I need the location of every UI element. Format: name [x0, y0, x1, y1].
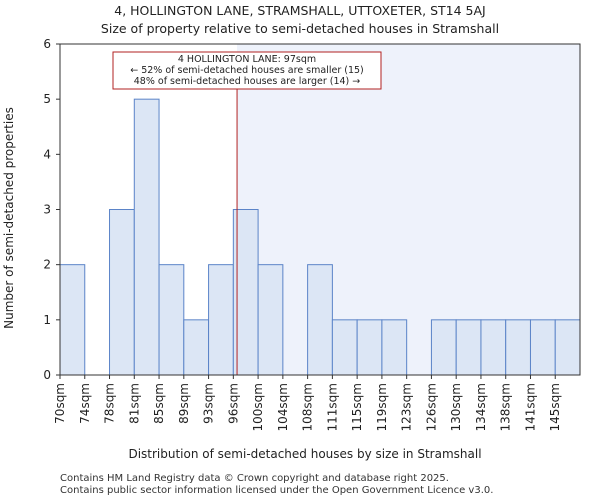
bar-81sqm: [133, 98, 160, 376]
bar-89sqm: [183, 319, 210, 376]
x-tick-label: 126sqm: [424, 383, 438, 431]
y-tick-label: 2: [43, 258, 51, 272]
bar-138sqm: [505, 319, 531, 376]
bar-93sqm: [208, 264, 234, 376]
bar-141sqm: [529, 319, 556, 376]
bar-119sqm: [381, 319, 408, 376]
y-axis-label: Number of semi-detached properties: [2, 107, 16, 329]
x-tick-label: 89sqm: [177, 383, 191, 424]
x-tick-label: 134sqm: [474, 383, 488, 431]
x-tick-label: 93sqm: [202, 383, 216, 424]
x-axis-label: Distribution of semi-detached houses by …: [128, 447, 481, 461]
x-tick-label: 141sqm: [523, 383, 537, 431]
y-tick-label: 6: [43, 37, 51, 51]
x-tick-label: 119sqm: [375, 383, 389, 431]
plot-area-frame: [59, 43, 581, 376]
property-annotation: 4 HOLLINGTON LANE: 97sqm ← 52% of semi-d…: [112, 51, 382, 90]
histogram-chart: 4, HOLLINGTON LANE, STRAMSHALL, UTTOXETE…: [2, 3, 581, 461]
x-tick-label: 74sqm: [78, 383, 92, 424]
x-tick-label: 100sqm: [251, 383, 265, 431]
x-tick-label: 70sqm: [53, 383, 67, 424]
bar-115sqm: [356, 319, 383, 376]
x-tick-label: 123sqm: [400, 383, 414, 431]
bar-78sqm: [109, 209, 135, 376]
x-tick-label: 81sqm: [127, 383, 141, 424]
y-tick-label: 1: [43, 313, 51, 327]
bar-100sqm: [257, 264, 284, 376]
chart-title-line1: 4, HOLLINGTON LANE, STRAMSHALL, UTTOXETE…: [114, 3, 486, 18]
bar-111sqm: [331, 319, 358, 376]
annotation-line3: 48% of semi-detached houses are larger (…: [134, 76, 361, 87]
x-tick-label: 145sqm: [548, 383, 562, 431]
footer-copyright: Contains HM Land Registry data © Crown c…: [60, 473, 449, 484]
y-tick-label: 0: [43, 368, 51, 382]
x-tick-label: 104sqm: [276, 383, 290, 431]
y-tick-label: 3: [43, 203, 51, 217]
x-tick-label: 111sqm: [325, 383, 339, 431]
annotation-box: [112, 51, 382, 90]
y-tick-label: 4: [43, 147, 51, 161]
bar-108sqm: [307, 264, 333, 376]
bar-85sqm: [158, 264, 185, 376]
y-tick-label: 5: [43, 92, 51, 106]
x-tick-label: 78sqm: [103, 383, 117, 424]
x-tick-label: 96sqm: [226, 383, 240, 424]
x-tick-label: 138sqm: [499, 383, 513, 431]
bar-145sqm: [554, 319, 581, 376]
bar-134sqm: [480, 319, 507, 376]
bar-130sqm: [455, 319, 482, 376]
annotation-line1: 4 HOLLINGTON LANE: 97sqm: [178, 54, 316, 65]
x-tick-label: 130sqm: [449, 383, 463, 431]
bar-126sqm: [430, 319, 457, 376]
bar-70sqm: [59, 264, 86, 376]
x-tick-label: 115sqm: [350, 383, 364, 431]
chart-title-line2: Size of property relative to semi-detach…: [101, 21, 499, 36]
x-tick-label: 108sqm: [301, 383, 315, 431]
x-tick-label: 85sqm: [152, 383, 166, 424]
footer-licence: Contains public sector information licen…: [60, 485, 494, 496]
annotation-line2: ← 52% of semi-detached houses are smalle…: [130, 65, 364, 76]
